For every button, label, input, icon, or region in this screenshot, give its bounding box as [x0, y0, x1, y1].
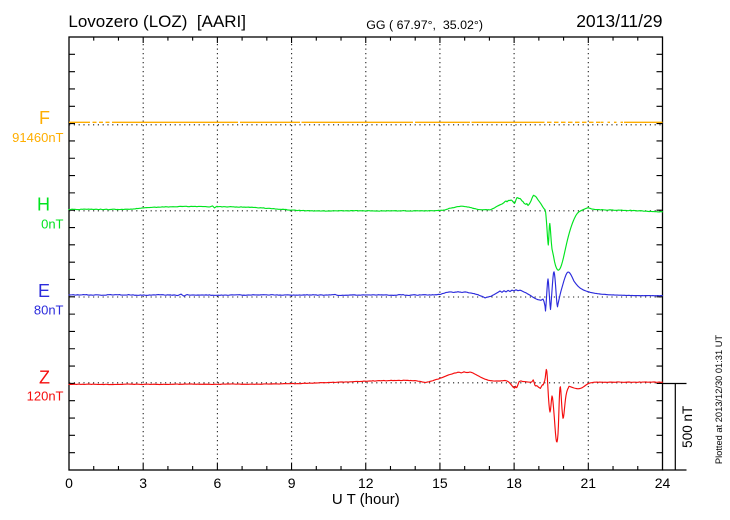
svg-text:2013/11/29: 2013/11/29	[576, 11, 662, 31]
svg-text:12: 12	[358, 475, 374, 491]
svg-text:3: 3	[139, 475, 147, 491]
svg-text:GG ( 67.97°, 35.02°): GG ( 67.97°, 35.02°)	[366, 18, 483, 32]
svg-text:0nT: 0nT	[41, 216, 63, 231]
svg-text:18: 18	[506, 475, 522, 491]
svg-text:0: 0	[65, 475, 73, 491]
svg-text:F: F	[39, 108, 50, 128]
svg-text:Z: Z	[39, 367, 50, 387]
svg-text:Plotted at 2013/12/30 01:31 UT: Plotted at 2013/12/30 01:31 UT	[714, 335, 724, 465]
svg-text:U T (hour): U T (hour)	[332, 491, 400, 508]
svg-text:80nT: 80nT	[34, 303, 64, 318]
svg-text:120nT: 120nT	[27, 389, 64, 404]
svg-text:21: 21	[581, 475, 597, 491]
svg-text:E: E	[38, 281, 50, 301]
svg-text:Lovozero (LOZ) [AARI]: Lovozero (LOZ) [AARI]	[68, 12, 246, 31]
svg-text:9: 9	[288, 475, 296, 491]
svg-text:500 nT: 500 nT	[680, 406, 695, 448]
svg-text:15: 15	[432, 475, 448, 491]
svg-text:24: 24	[655, 475, 671, 491]
svg-text:91460nT: 91460nT	[12, 130, 63, 145]
svg-text:H: H	[37, 194, 50, 214]
svg-text:6: 6	[214, 475, 222, 491]
